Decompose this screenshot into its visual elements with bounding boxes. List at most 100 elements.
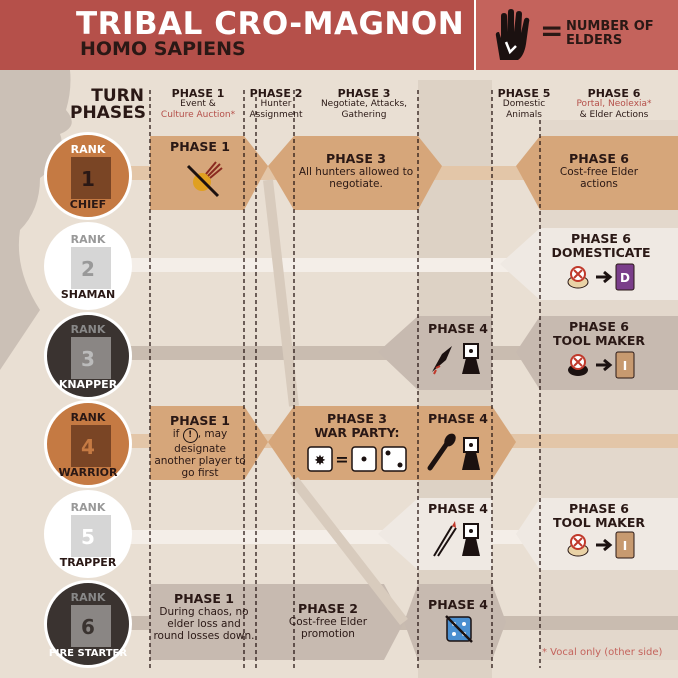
column-header-phase-6: PHASE 6 Portal, Neolexia* & Elder Action… [556,88,672,121]
column-header-phase-1: PHASE 1 Event & Culture Auction* [150,88,246,121]
cell-title: PHASE 3 [326,151,386,166]
alert-icon: ! [182,428,198,443]
cell-text: During chaos, no elder loss and round lo… [153,606,255,642]
phase-cell-shape [150,136,268,210]
cell-subtitle: DOMESTICATE [551,245,651,260]
phase-cell-shape [516,316,678,390]
column-header-phase-5: PHASE 5 Domestic Animals [492,88,556,121]
rank-name: KNAPPER [58,378,118,391]
cell-trapper-phase-6: PHASE 6 TOOL MAKER [546,502,652,530]
rank-label: RANK [70,591,106,604]
column-phase: PHASE 2 [249,87,303,100]
cell-title: PHASE 1 [170,139,230,154]
trapper-spear-hunt-icon [433,521,480,557]
column-desc: & Elder Actions [579,110,649,120]
cell-title: PHASE 4 [428,501,488,516]
cell-trapper-phase-4: PHASE 4 [418,502,498,516]
column-desc: Assignment [249,110,303,120]
cell-warrior-phase-4: PHASE 4 [418,412,498,426]
rank-badge-fire-starter: RANK 6 FIRE STARTER [44,580,132,668]
rank-number: 3 [81,347,95,371]
column-desc: Culture Auction* [160,110,236,120]
column-desc: Portal, Neolexia* [576,99,652,109]
cell-text: All hunters allowed to negotiate. [298,166,414,190]
rank-tile [71,247,111,289]
rank-name: FIRE STARTER [48,648,128,659]
rank-number: 2 [81,257,95,281]
card-letter: I [623,359,627,373]
tool-maker-exchange-icon: I [568,351,635,379]
rank-number: 5 [81,525,95,549]
cell-fire-starter-phase-1: PHASE 1 During chaos, no elder loss and … [152,592,256,643]
page-title: TRIBAL CRO-MAGNON [76,6,465,42]
flow-line [290,476,408,626]
human-profile-silhouette [0,70,72,370]
knapper-hunt-icon [432,343,480,375]
cell-title: PHASE 6 [569,501,629,516]
cell-text-part: , may designate another player to go fir… [154,428,246,479]
domesticate-exchange-icon: D [567,263,635,291]
rank-tile [71,157,111,199]
cell-subtitle: TOOL MAKER [552,515,646,530]
column-desc: Negotiate, Attacks, [320,99,408,109]
turn-phases-label: TURN PHASES [70,86,146,123]
legend-equals: = [540,14,564,47]
war-party-dice-icon: ✸ = [307,446,407,472]
phase-cell-shape [150,584,404,660]
column-desc: Domestic [502,99,546,109]
column-desc: Event & [180,99,216,109]
warrior-club-hunt-icon [427,433,480,471]
cell-shaman-phase-6: PHASE 6 DOMESTICATE [544,232,658,260]
flow-line [263,179,299,407]
rank-badge-knapper: RANK 3 KNAPPER [44,312,132,400]
cell-text: if !, may designate another player to go… [152,428,248,479]
phase-cell-shape [150,406,268,480]
phase-cell-shape [516,136,678,210]
rank-number: 6 [81,615,95,639]
cell-text: Cost-free Elder promotion [288,616,368,640]
cell-title: PHASE 1 [170,413,230,428]
rank-label: RANK [70,233,106,246]
rank-name: TRAPPER [59,556,117,569]
rank-badge-warrior: RANK 4 WARRIOR [44,400,132,488]
column-header-phase-2: PHASE 2 Hunter Assignment [244,88,308,121]
no-die-icon [445,615,473,643]
rank-badge-trapper: RANK 5 TRAPPER [44,490,132,578]
card-letter: D [620,271,630,285]
rank-name: SHAMAN [60,288,116,301]
rank-tile [71,425,111,467]
hand-icon [495,9,530,60]
cell-chief-phase-3: PHASE 3 All hunters allowed to negotiate… [298,151,414,191]
rank-tile [71,605,111,647]
cell-subtitle: TOOL MAKER [552,333,646,348]
cell-knapper-phase-4: PHASE 4 [418,322,498,336]
cell-warrior-phase-1: PHASE 1 if !, may designate another play… [152,413,248,480]
cell-subtitle: WAR PARTY: [314,425,400,440]
rank-number: 4 [81,435,95,459]
column-header-phase-3: PHASE 3 Negotiate, Attacks, Gathering [312,88,416,121]
cell-text-part: if [172,428,180,440]
cell-title: PHASE 4 [428,597,488,612]
rank-label: RANK [70,143,106,156]
rank-badge-shaman: RANK 2 SHAMAN [44,222,132,310]
dice-equals: = [335,450,348,469]
cell-warrior-phase-3: PHASE 3 WAR PARTY: [298,412,416,440]
cell-title: PHASE 6 [569,151,629,166]
phase-cell-shape [268,136,442,210]
rank-name: WARRIOR [58,466,118,479]
rank-label: RANK [70,411,106,424]
cell-title: PHASE 3 [327,411,387,426]
cell-title: PHASE 4 [428,321,488,336]
rank-label: RANK [70,323,106,336]
rank-tile [71,515,111,557]
column-desc: Gathering [341,110,387,120]
cell-chief-phase-1: PHASE 1 [150,140,250,154]
cell-text: Cost-free Elder actions [559,166,639,190]
cell-fire-starter-phase-4: PHASE 4 [418,598,498,612]
column-phase: PHASE 3 [337,87,391,100]
column-desc: Animals [506,110,542,120]
cell-title: PHASE 6 [571,231,631,246]
rank-tile [71,337,111,379]
rank-number: 1 [81,167,95,191]
